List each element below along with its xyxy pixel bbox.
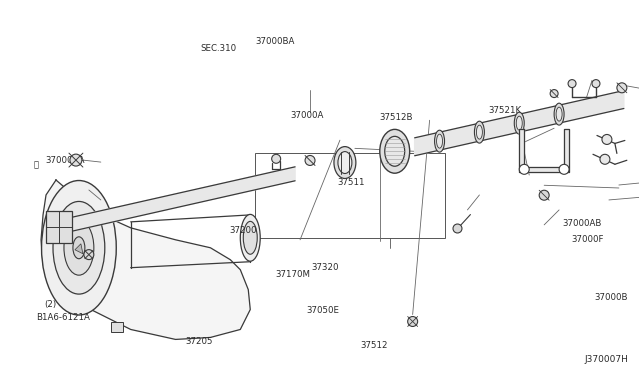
Text: 37521K: 37521K [488, 106, 522, 115]
Text: 37000AA: 37000AA [45, 155, 84, 164]
Ellipse shape [240, 214, 260, 261]
Text: 37050E: 37050E [306, 306, 339, 315]
Text: 37320: 37320 [312, 263, 339, 272]
Circle shape [592, 80, 600, 87]
Text: 37512B: 37512B [380, 113, 413, 122]
Bar [111, 323, 123, 333]
Ellipse shape [435, 130, 445, 152]
Polygon shape [75, 244, 83, 254]
Text: Ⓡ: Ⓡ [33, 161, 38, 170]
Ellipse shape [436, 134, 442, 148]
Circle shape [453, 224, 462, 233]
Circle shape [600, 154, 610, 164]
Circle shape [559, 164, 569, 174]
Text: 37170M: 37170M [275, 270, 310, 279]
Text: 37000BA: 37000BA [255, 37, 295, 46]
Text: 37000F: 37000F [572, 235, 604, 244]
Circle shape [84, 250, 94, 260]
Ellipse shape [338, 151, 352, 173]
Polygon shape [59, 167, 295, 234]
Text: 37205: 37205 [185, 337, 212, 346]
Ellipse shape [515, 112, 524, 134]
Bar [255, 153, 445, 238]
Polygon shape [415, 90, 624, 156]
Ellipse shape [380, 129, 410, 173]
Text: (2): (2) [45, 300, 57, 309]
Circle shape [568, 80, 576, 87]
Polygon shape [519, 129, 569, 172]
Ellipse shape [243, 221, 257, 254]
Text: 37000AB: 37000AB [563, 219, 602, 228]
Ellipse shape [53, 202, 105, 294]
Bar [46, 211, 72, 243]
Circle shape [617, 83, 627, 93]
Ellipse shape [554, 103, 564, 125]
Ellipse shape [516, 116, 522, 130]
Text: 37200: 37200 [230, 226, 257, 235]
Ellipse shape [64, 220, 94, 275]
Ellipse shape [556, 107, 562, 121]
Text: 37000A: 37000A [291, 111, 324, 120]
Circle shape [70, 154, 82, 166]
Ellipse shape [474, 121, 484, 143]
Circle shape [602, 134, 612, 144]
Polygon shape [41, 180, 250, 339]
Text: SEC.310: SEC.310 [200, 44, 236, 53]
Text: 37000B: 37000B [594, 293, 628, 302]
Circle shape [519, 164, 529, 174]
Ellipse shape [385, 137, 404, 166]
Circle shape [539, 190, 549, 200]
Circle shape [305, 155, 315, 166]
Ellipse shape [73, 237, 85, 259]
Text: J370007H: J370007H [585, 355, 629, 364]
Text: 37512: 37512 [360, 341, 388, 350]
Text: B1A6-6121A: B1A6-6121A [36, 313, 90, 322]
Text: 37511: 37511 [337, 178, 365, 187]
Circle shape [550, 90, 558, 97]
Ellipse shape [334, 147, 356, 179]
Circle shape [408, 317, 418, 327]
Circle shape [272, 154, 281, 163]
Ellipse shape [476, 125, 483, 139]
Ellipse shape [42, 180, 116, 315]
